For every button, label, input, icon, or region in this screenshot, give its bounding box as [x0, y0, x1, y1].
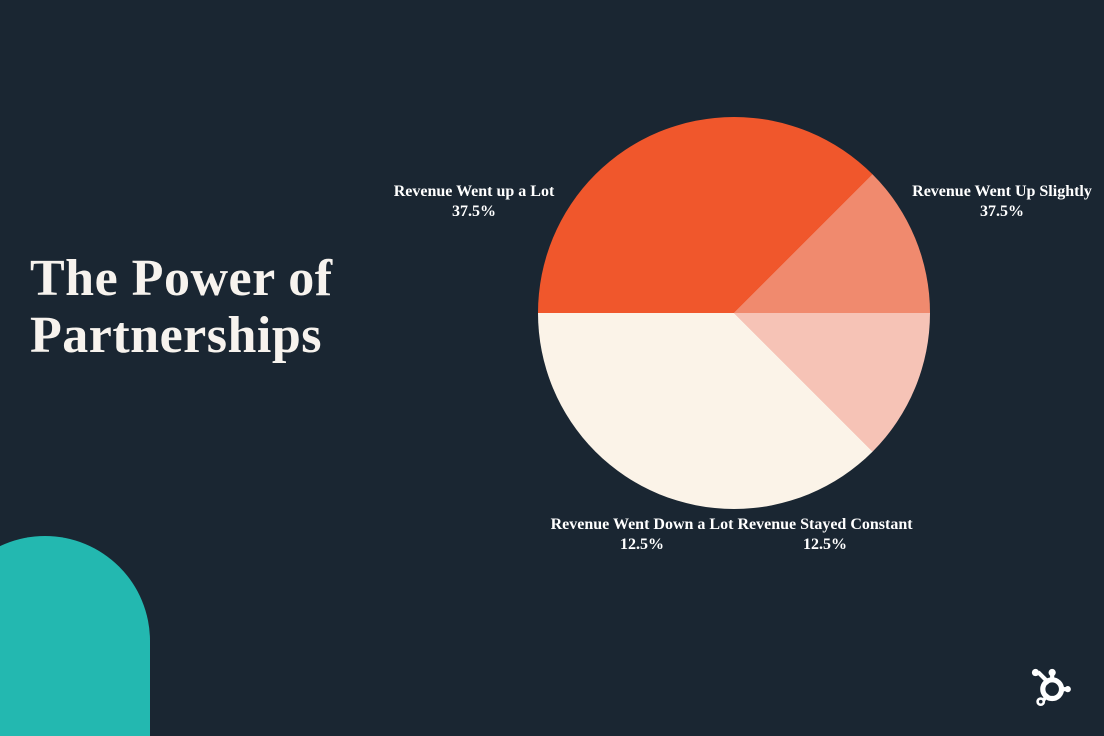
accent-shape	[0, 536, 150, 736]
slice-value-text: 12.5%	[737, 536, 912, 554]
slice-label-1: Revenue Stayed Constant 12.5%	[737, 516, 912, 554]
slice-label-2: Revenue Went Down a Lot 12.5%	[551, 516, 734, 554]
slice-value-text: 37.5%	[912, 203, 1092, 221]
hubspot-logo-icon	[1022, 659, 1074, 711]
slice-label-0: Revenue Went Up Slightly 37.5%	[912, 183, 1092, 221]
pie-chart	[538, 117, 930, 509]
slice-label-text: Revenue Went Down a Lot	[551, 516, 734, 534]
slice-value-text: 37.5%	[394, 203, 555, 221]
slice-label-text: Revenue Went Up Slightly	[912, 183, 1092, 201]
slice-label-text: Revenue Went up a Lot	[394, 183, 555, 201]
slide-title: The Power of Partnerships	[30, 250, 333, 364]
title-line-1: The Power of	[30, 250, 333, 307]
slice-label-text: Revenue Stayed Constant	[737, 516, 912, 534]
pie-graphic	[538, 117, 930, 509]
slide-canvas: The Power of Partnerships Revenue Went U…	[0, 0, 1104, 736]
title-line-2: Partnerships	[30, 307, 322, 364]
slice-label-3: Revenue Went up a Lot 37.5%	[394, 183, 555, 221]
slice-value-text: 12.5%	[551, 536, 734, 554]
